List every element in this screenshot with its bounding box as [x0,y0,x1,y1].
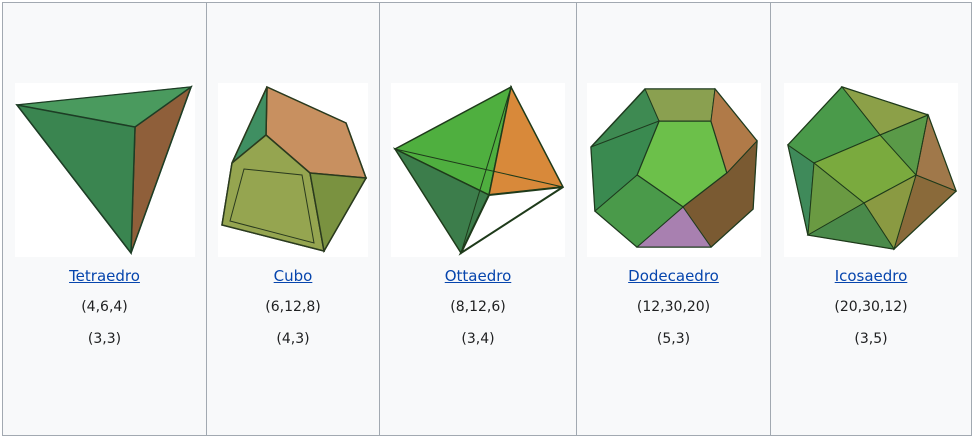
icosahedron-image[interactable] [784,83,958,257]
tetrahedron-counts: (4,6,4) [81,299,128,315]
icosahedron-symbol: (3,5) [854,331,888,347]
icosahedron-link[interactable]: Icosaedro [834,267,908,285]
octahedron-counts: (8,12,6) [450,299,506,315]
octahedron-image[interactable] [391,83,565,257]
gallery-cell-octahedron: Ottaedro (8,12,6) (3,4) [380,3,577,435]
tetrahedron-image[interactable] [14,83,195,257]
cube-counts: (6,12,8) [265,299,321,315]
gallery-cell-icosahedron: Icosaedro (20,30,12) (3,5) [771,3,971,435]
dodecahedron-counts: (12,30,20) [636,299,711,315]
gallery-cell-cube: Cubo (6,12,8) (4,3) [207,3,380,435]
cube-link[interactable]: Cubo [273,267,313,285]
gallery-cell-dodecahedron: Dodecaedro (12,30,20) (5,3) [577,3,771,435]
dodecahedron-symbol: (5,3) [656,331,691,347]
cube-image[interactable] [218,83,368,257]
octahedron-link[interactable]: Ottaedro [444,267,512,285]
octahedron-symbol: (3,4) [461,331,495,347]
icosahedron-counts: (20,30,12) [834,299,908,315]
tetrahedron-link[interactable]: Tetraedro [69,267,140,285]
cube-symbol: (4,3) [276,331,310,347]
dodecahedron-image[interactable] [586,83,761,257]
tetrahedron-symbol: (3,3) [87,331,122,347]
dodecahedron-link[interactable]: Dodecaedro [628,267,719,285]
gallery-cell-tetrahedron: Tetraedro (4,6,4) (3,3) [3,3,207,435]
